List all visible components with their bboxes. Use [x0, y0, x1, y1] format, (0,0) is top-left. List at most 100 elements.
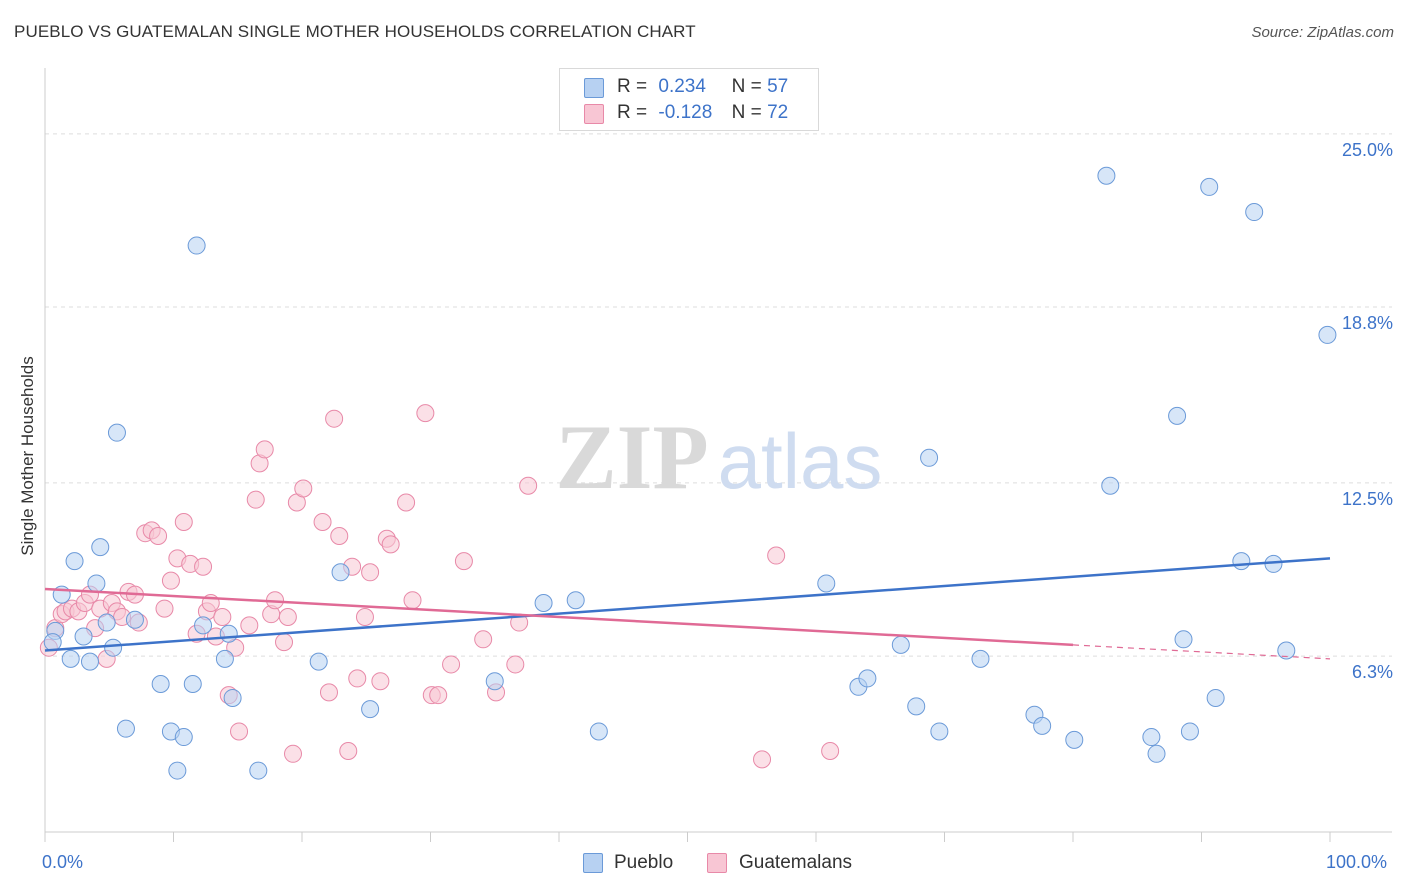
- y-tick-label: 25.0%: [1341, 139, 1393, 160]
- pueblo-point: [1277, 641, 1296, 660]
- y-tick-label: 12.5%: [1341, 488, 1393, 509]
- pueblo-point: [891, 635, 910, 654]
- pueblo-point: [858, 669, 877, 688]
- pueblo-points: [43, 166, 1337, 780]
- guatemalans-point: [174, 513, 193, 532]
- legend-pueblo-n: 57: [767, 76, 789, 97]
- guatemalans-legend-label: Guatemalans: [739, 852, 853, 873]
- pueblo-point: [194, 616, 213, 635]
- guatemalans-point: [403, 591, 422, 610]
- watermark-zip: ZIP: [555, 406, 708, 508]
- pueblo-point: [65, 552, 84, 571]
- axes: [44, 68, 1392, 842]
- guatemalans-point: [275, 633, 294, 652]
- y-tick-label: 6.3%: [1351, 662, 1393, 683]
- trend-lines: [44, 557, 1331, 660]
- watermark: ZIP atlas: [555, 406, 882, 508]
- pueblo-point: [1142, 728, 1161, 747]
- guatemalans-point: [339, 742, 358, 761]
- guatemalans-legend-swatch: [707, 853, 727, 873]
- correlation-legend: R = 0.234 N = 57 R = -0.128 N = 72: [559, 68, 819, 131]
- guatemalans-point: [355, 607, 374, 626]
- pueblo-point: [116, 719, 135, 738]
- guatemalans-point: [246, 490, 265, 509]
- guatemalans-point: [454, 552, 473, 571]
- grid-lines: [45, 133, 1392, 657]
- guatemalans-point: [519, 476, 538, 495]
- pueblo-point: [91, 538, 110, 557]
- chart-title: PUEBLO VS GUATEMALAN SINGLE MOTHER HOUSE…: [14, 22, 696, 41]
- pueblo-point: [104, 638, 123, 657]
- pueblo-point: [1180, 722, 1199, 741]
- pueblo-legend-label: Pueblo: [614, 852, 674, 873]
- guatemalans-points: [39, 404, 840, 769]
- pueblo-point: [309, 652, 328, 671]
- pueblo-point: [151, 674, 170, 693]
- guatemalans-point: [330, 526, 349, 545]
- guatemalans-point: [767, 546, 786, 565]
- pueblo-point: [168, 761, 187, 780]
- legend-guatemalans-r: -0.128: [658, 102, 713, 123]
- pueblo-point: [971, 649, 990, 668]
- pueblo-point: [331, 563, 350, 582]
- guatemalans-trend-extension: [1072, 644, 1331, 660]
- pueblo-point: [566, 591, 585, 610]
- guatemalans-point: [149, 526, 168, 545]
- guatemalans-point: [361, 563, 380, 582]
- pueblo-point: [80, 652, 99, 671]
- pueblo-point: [907, 697, 926, 716]
- legend-n-label: N =: [731, 76, 762, 97]
- x-tick-label-min: 0.0%: [42, 852, 84, 872]
- y-tick-label: 18.8%: [1341, 312, 1393, 333]
- watermark-atlas: atlas: [718, 417, 883, 505]
- guatemalans-point: [429, 686, 448, 705]
- guatemalans-point: [381, 535, 400, 554]
- pueblo-point: [1101, 476, 1120, 495]
- y-axis-label: Single Mother Households: [18, 356, 37, 556]
- legend-r-label: R =: [617, 102, 648, 123]
- pueblo-point: [1200, 177, 1219, 196]
- pueblo-point: [74, 627, 93, 646]
- pueblo-point: [107, 423, 126, 442]
- guatemalans-point: [155, 599, 174, 618]
- pueblo-point: [1318, 325, 1337, 344]
- pueblo-point: [930, 722, 949, 741]
- legend-pueblo-r: 0.234: [658, 76, 706, 97]
- pueblo-point: [1147, 744, 1166, 763]
- pueblo-point: [817, 574, 836, 593]
- pueblo-point: [361, 700, 380, 719]
- guatemalans-trend-line: [44, 587, 1074, 647]
- guatemalans-point: [240, 616, 259, 635]
- pueblo-point: [1232, 552, 1251, 571]
- guatemalans-point: [313, 513, 332, 532]
- guatemalans-point: [161, 571, 180, 590]
- pueblo-point: [215, 649, 234, 668]
- pueblo-swatch: [584, 78, 604, 98]
- guatemalans-point: [230, 722, 249, 741]
- pueblo-legend-swatch: [583, 853, 603, 873]
- guatemalans-point: [348, 669, 367, 688]
- pueblo-point: [187, 236, 206, 255]
- pueblo-point: [174, 728, 193, 747]
- guatemalans-point: [821, 742, 840, 761]
- pueblo-point: [485, 672, 504, 691]
- pueblo-point: [1206, 688, 1225, 707]
- pueblo-point: [1033, 716, 1052, 735]
- pueblo-point: [219, 624, 238, 643]
- guatemalans-point: [753, 750, 772, 769]
- guatemalans-point: [416, 404, 435, 423]
- pueblo-trend-line: [44, 557, 1331, 652]
- pueblo-point: [183, 674, 202, 693]
- guatemalans-point: [371, 672, 390, 691]
- guatemalans-point: [506, 655, 525, 674]
- pueblo-point: [97, 613, 116, 632]
- pueblo-point: [43, 633, 62, 652]
- pueblo-point: [1168, 406, 1187, 425]
- pueblo-point: [223, 688, 242, 707]
- legend-n-label: N =: [731, 102, 762, 123]
- pueblo-point: [1097, 166, 1116, 185]
- pueblo-point: [125, 610, 144, 629]
- guatemalans-point: [194, 557, 213, 576]
- guatemalans-point: [325, 409, 344, 428]
- guatemalans-point: [294, 479, 313, 498]
